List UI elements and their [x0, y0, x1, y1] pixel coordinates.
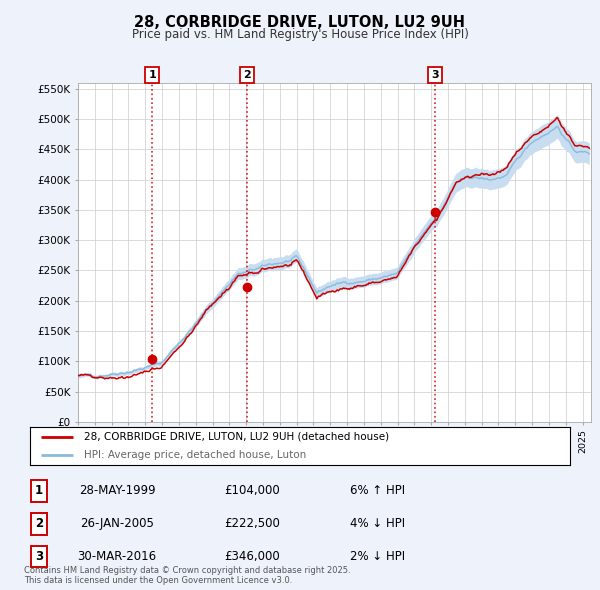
- Text: 3: 3: [431, 70, 439, 80]
- Text: 2: 2: [35, 517, 43, 530]
- Text: 2: 2: [244, 70, 251, 80]
- Text: 28-MAY-1999: 28-MAY-1999: [79, 484, 155, 497]
- Text: 4% ↓ HPI: 4% ↓ HPI: [350, 517, 406, 530]
- Text: £104,000: £104,000: [224, 484, 280, 497]
- Text: 26-JAN-2005: 26-JAN-2005: [80, 517, 154, 530]
- Text: Contains HM Land Registry data © Crown copyright and database right 2025.
This d: Contains HM Land Registry data © Crown c…: [24, 566, 350, 585]
- Text: 1: 1: [148, 70, 156, 80]
- Text: £222,500: £222,500: [224, 517, 280, 530]
- Text: Price paid vs. HM Land Registry's House Price Index (HPI): Price paid vs. HM Land Registry's House …: [131, 28, 469, 41]
- Text: 3: 3: [35, 550, 43, 563]
- Text: 6% ↑ HPI: 6% ↑ HPI: [350, 484, 406, 497]
- Text: 28, CORBRIDGE DRIVE, LUTON, LU2 9UH: 28, CORBRIDGE DRIVE, LUTON, LU2 9UH: [134, 15, 466, 30]
- Text: 1: 1: [35, 484, 43, 497]
- Text: £346,000: £346,000: [224, 550, 280, 563]
- Text: 30-MAR-2016: 30-MAR-2016: [77, 550, 157, 563]
- Text: 28, CORBRIDGE DRIVE, LUTON, LU2 9UH (detached house): 28, CORBRIDGE DRIVE, LUTON, LU2 9UH (det…: [84, 432, 389, 442]
- Text: 2% ↓ HPI: 2% ↓ HPI: [350, 550, 406, 563]
- Text: HPI: Average price, detached house, Luton: HPI: Average price, detached house, Luto…: [84, 450, 306, 460]
